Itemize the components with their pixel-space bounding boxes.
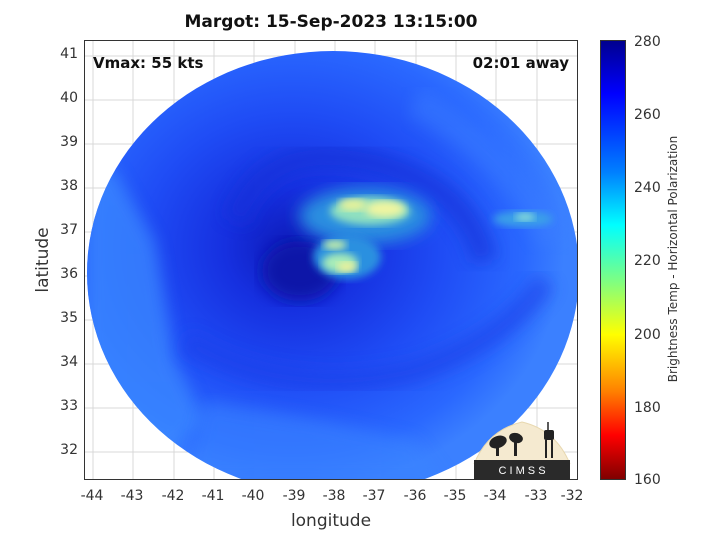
x-tick-label: -40 bbox=[241, 488, 265, 504]
colorbar-tick-label: 200 bbox=[634, 327, 661, 343]
x-tick-label: -44 bbox=[80, 488, 104, 504]
colorbar-tick-label: 180 bbox=[634, 400, 661, 416]
y-tick-label: 35 bbox=[60, 310, 78, 326]
colorbar bbox=[600, 40, 626, 480]
colorbar-tick-label: 220 bbox=[634, 253, 661, 269]
satellite-image bbox=[85, 41, 577, 479]
x-tick-label: -34 bbox=[483, 488, 507, 504]
vmax-label: Vmax: 55 kts bbox=[93, 54, 204, 72]
colorbar-label: Brightness Temp - Horizontal Polarizatio… bbox=[666, 135, 680, 383]
y-tick-label: 39 bbox=[60, 134, 78, 150]
y-tick-label: 37 bbox=[60, 222, 78, 238]
x-tick-label: -36 bbox=[403, 488, 427, 504]
x-tick-label: -39 bbox=[282, 488, 306, 504]
x-tick-label: -32 bbox=[560, 488, 584, 504]
x-tick-label: -42 bbox=[161, 488, 185, 504]
x-tick-label: -43 bbox=[120, 488, 144, 504]
colorbar-tick-label: 280 bbox=[634, 34, 661, 50]
x-tick-label: -33 bbox=[524, 488, 548, 504]
x-axis-label: longitude bbox=[290, 511, 372, 531]
colorbar-tick-label: 240 bbox=[634, 180, 661, 196]
logo-text: C I M S S bbox=[498, 465, 545, 477]
time-away-label: 02:01 away bbox=[472, 54, 569, 72]
map-plot-area[interactable]: Vmax: 55 kts 02:01 away bbox=[84, 40, 578, 480]
y-tick-label: 38 bbox=[60, 178, 78, 194]
map-title: Margot: 15-Sep-2023 13:15:00 bbox=[184, 12, 478, 32]
y-tick-label: 36 bbox=[60, 266, 78, 282]
y-tick-label: 41 bbox=[60, 46, 78, 62]
y-tick-label: 32 bbox=[60, 442, 78, 458]
y-tick-label: 40 bbox=[60, 90, 78, 106]
y-tick-label: 33 bbox=[60, 398, 78, 414]
cimss-logo: C I M S S bbox=[473, 421, 571, 480]
x-tick-label: -41 bbox=[201, 488, 225, 504]
x-tick-label: -38 bbox=[322, 488, 346, 504]
y-tick-label: 34 bbox=[60, 354, 78, 370]
colorbar-tick-label: 160 bbox=[634, 472, 661, 488]
colorbar-tick-label: 260 bbox=[634, 107, 661, 123]
x-tick-label: -37 bbox=[362, 488, 386, 504]
y-axis-label: latitude bbox=[33, 227, 53, 293]
x-tick-label: -35 bbox=[443, 488, 467, 504]
